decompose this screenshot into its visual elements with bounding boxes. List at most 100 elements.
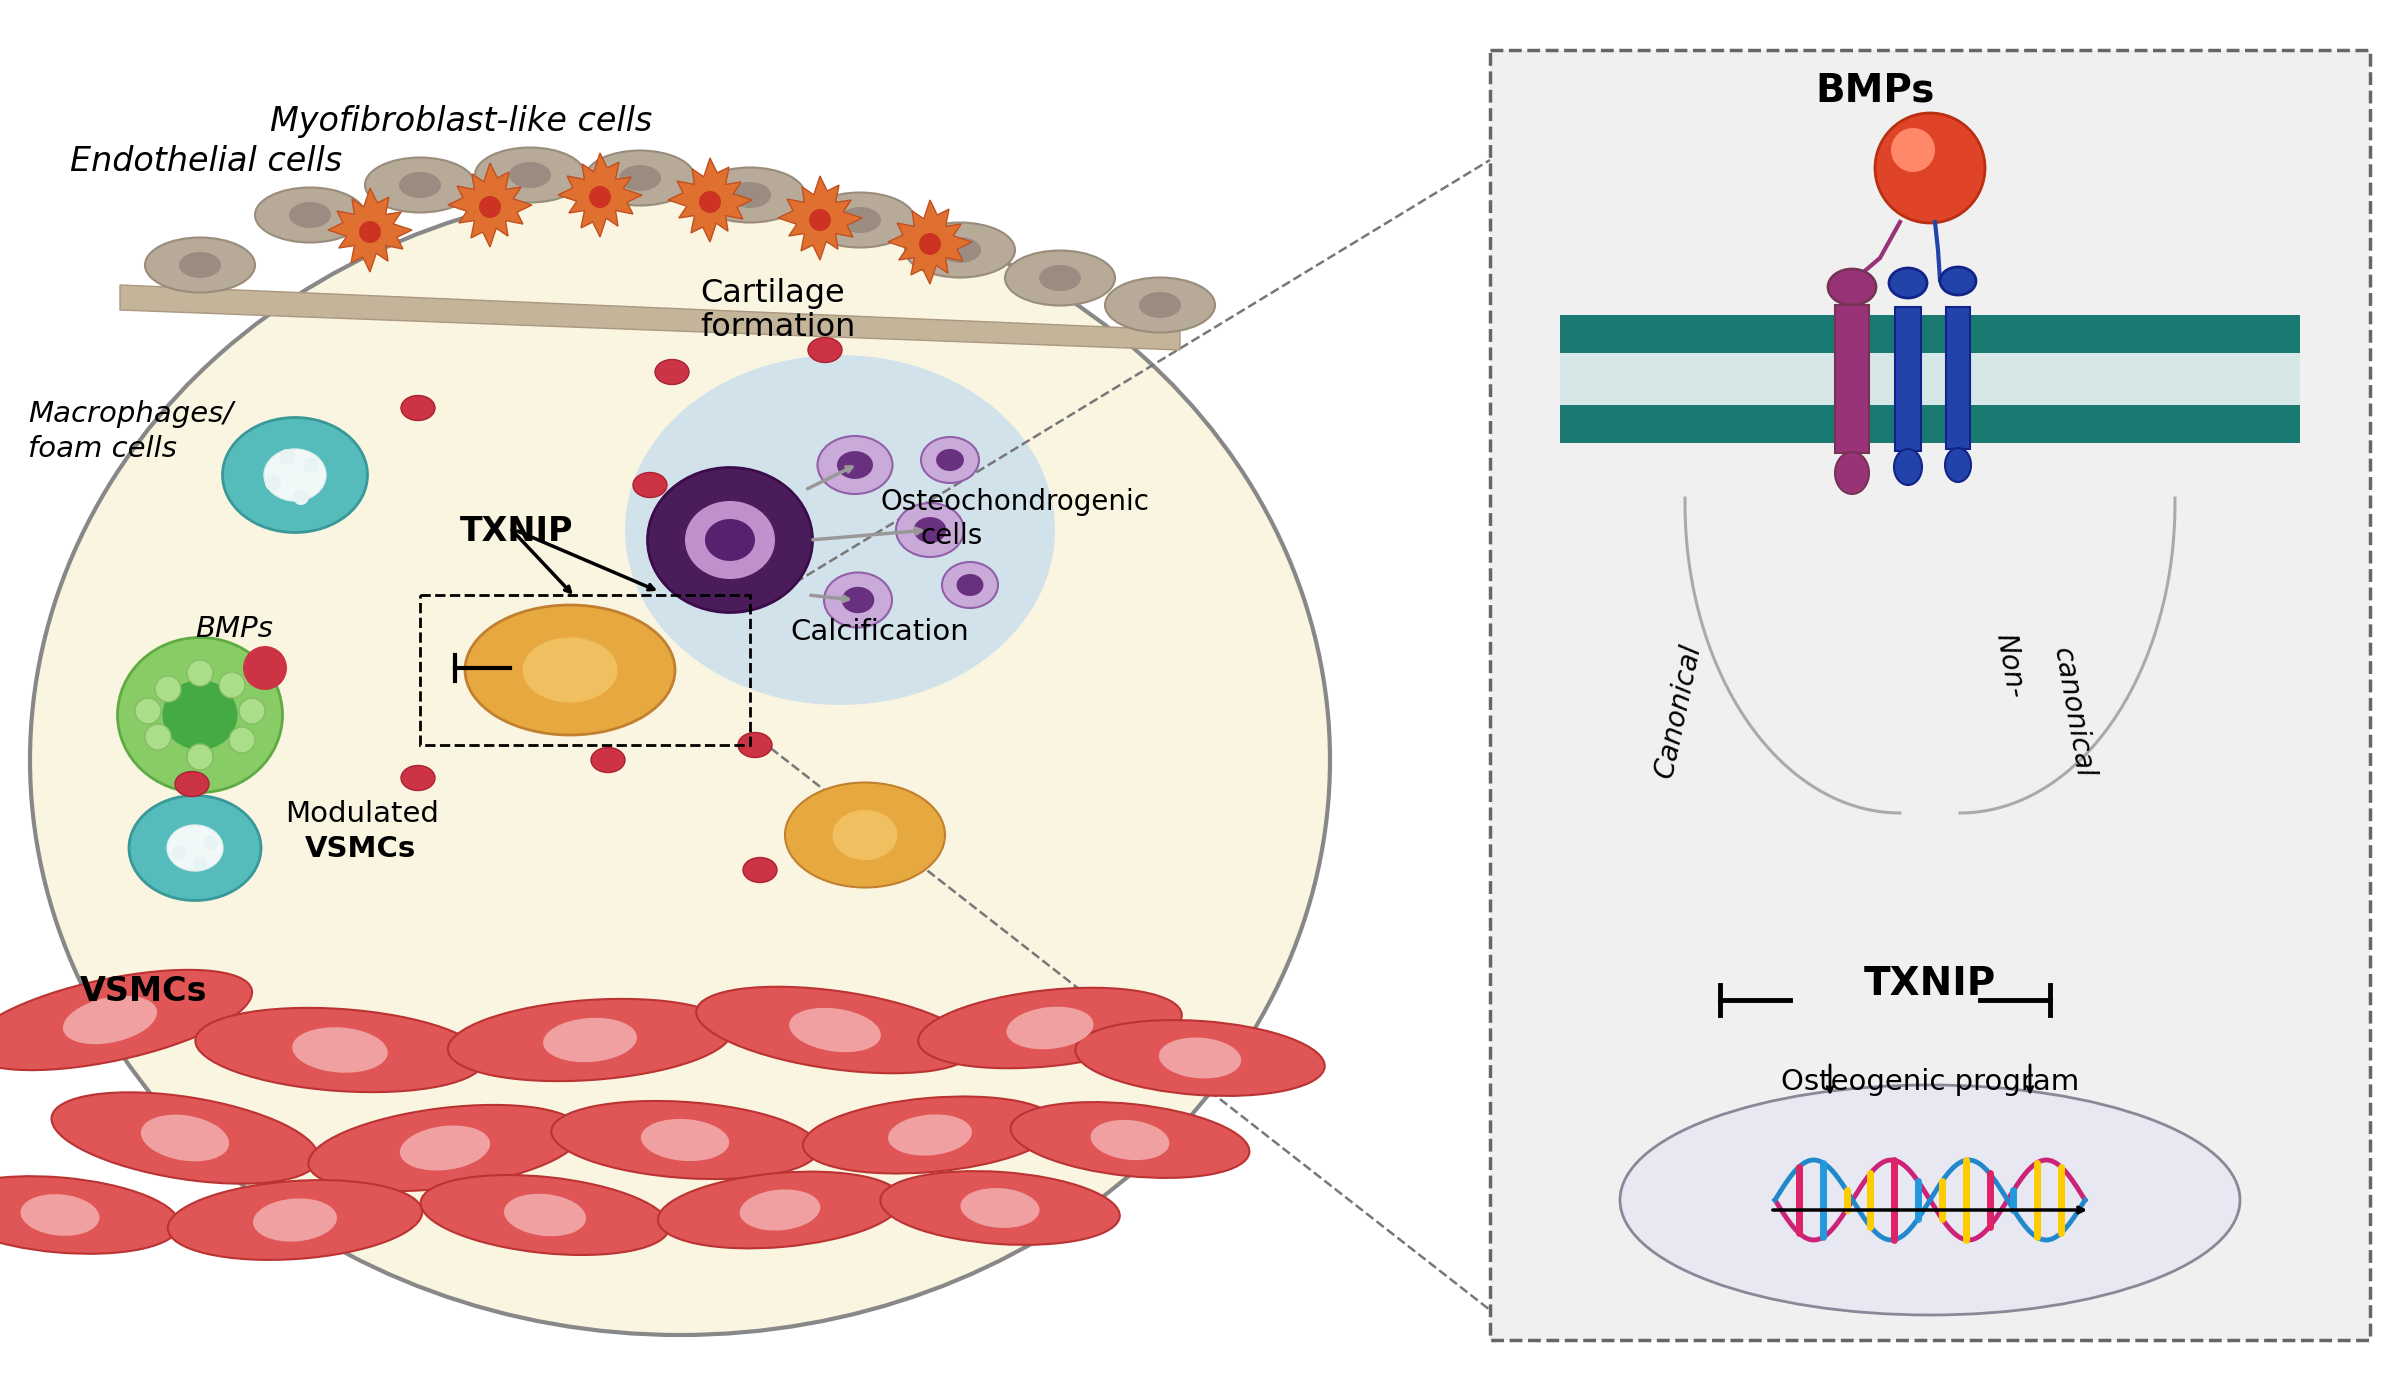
Ellipse shape: [1010, 1103, 1250, 1178]
Text: Modulated: Modulated: [286, 800, 439, 828]
Circle shape: [264, 474, 281, 491]
Ellipse shape: [590, 748, 624, 773]
Ellipse shape: [401, 1125, 490, 1171]
Circle shape: [134, 698, 161, 724]
Ellipse shape: [1090, 1119, 1169, 1160]
Ellipse shape: [130, 796, 262, 900]
Circle shape: [698, 191, 720, 214]
Circle shape: [293, 490, 310, 505]
Ellipse shape: [1006, 251, 1116, 305]
Ellipse shape: [449, 999, 732, 1080]
Ellipse shape: [696, 986, 974, 1074]
Ellipse shape: [648, 467, 814, 613]
Ellipse shape: [905, 222, 1015, 277]
Circle shape: [204, 836, 218, 850]
Ellipse shape: [293, 1028, 389, 1072]
Circle shape: [809, 209, 830, 232]
Polygon shape: [557, 153, 643, 237]
Ellipse shape: [1836, 452, 1870, 494]
Text: Osteochondrogenic: Osteochondrogenic: [881, 488, 1150, 516]
Bar: [1560, 354, 2299, 405]
Ellipse shape: [175, 771, 209, 796]
Bar: [1836, 305, 1870, 454]
Text: Cartilage: Cartilage: [701, 277, 845, 309]
Ellipse shape: [194, 1008, 485, 1092]
Ellipse shape: [706, 519, 756, 560]
Ellipse shape: [401, 395, 434, 420]
Ellipse shape: [29, 184, 1330, 1336]
Ellipse shape: [466, 605, 674, 735]
Polygon shape: [120, 284, 1181, 350]
Ellipse shape: [809, 337, 842, 362]
Ellipse shape: [624, 355, 1056, 705]
Ellipse shape: [804, 193, 914, 247]
Ellipse shape: [475, 147, 586, 203]
Ellipse shape: [914, 517, 946, 542]
Polygon shape: [329, 189, 413, 272]
Polygon shape: [449, 164, 533, 247]
Ellipse shape: [785, 782, 946, 888]
Ellipse shape: [936, 449, 965, 472]
Ellipse shape: [1620, 1085, 2239, 1315]
Ellipse shape: [790, 1008, 881, 1053]
Circle shape: [240, 698, 264, 724]
Ellipse shape: [1104, 277, 1214, 333]
Circle shape: [187, 743, 214, 770]
Circle shape: [1874, 112, 1985, 223]
Text: cells: cells: [919, 522, 982, 551]
Ellipse shape: [1075, 1019, 1325, 1096]
Circle shape: [187, 660, 214, 687]
Ellipse shape: [838, 451, 874, 479]
Ellipse shape: [1006, 1007, 1094, 1050]
Text: Endothelial cells: Endothelial cells: [70, 146, 343, 178]
Ellipse shape: [401, 766, 434, 791]
Bar: [1560, 405, 2299, 442]
Ellipse shape: [310, 1105, 581, 1191]
Ellipse shape: [739, 1190, 821, 1230]
Bar: [1896, 307, 1920, 451]
Text: formation: formation: [701, 312, 854, 343]
Ellipse shape: [823, 573, 893, 627]
Circle shape: [242, 646, 288, 689]
Text: Myofibroblast-like cells: Myofibroblast-like cells: [269, 105, 653, 137]
Ellipse shape: [62, 996, 156, 1044]
Ellipse shape: [163, 680, 238, 750]
Ellipse shape: [804, 1097, 1056, 1173]
Ellipse shape: [960, 1189, 1039, 1227]
Ellipse shape: [658, 1172, 902, 1248]
Bar: [1490, 50, 2371, 1340]
Circle shape: [156, 675, 180, 702]
Ellipse shape: [420, 1175, 670, 1255]
Ellipse shape: [504, 1194, 586, 1236]
Ellipse shape: [252, 1198, 336, 1241]
Ellipse shape: [0, 970, 252, 1071]
Ellipse shape: [730, 182, 770, 208]
Ellipse shape: [938, 237, 982, 264]
Ellipse shape: [941, 562, 998, 608]
Text: VSMCs: VSMCs: [305, 835, 415, 863]
Text: Osteogenic program: Osteogenic program: [1781, 1068, 2078, 1096]
Polygon shape: [888, 200, 972, 284]
Ellipse shape: [1039, 265, 1080, 291]
Ellipse shape: [523, 638, 617, 702]
Ellipse shape: [684, 501, 775, 578]
Ellipse shape: [398, 172, 442, 198]
Text: BMPs: BMPs: [194, 614, 274, 644]
Circle shape: [218, 671, 245, 698]
Circle shape: [228, 727, 254, 753]
Ellipse shape: [922, 437, 979, 483]
Ellipse shape: [254, 187, 365, 243]
Text: foam cells: foam cells: [29, 436, 178, 463]
Ellipse shape: [739, 732, 773, 757]
Circle shape: [360, 221, 382, 243]
Ellipse shape: [842, 587, 874, 613]
Circle shape: [173, 846, 187, 860]
Polygon shape: [778, 176, 862, 259]
Ellipse shape: [22, 1194, 98, 1236]
Ellipse shape: [919, 988, 1181, 1068]
Ellipse shape: [223, 417, 367, 533]
Ellipse shape: [641, 1119, 730, 1161]
Circle shape: [278, 449, 295, 465]
Text: TXNIP: TXNIP: [1865, 965, 1997, 1003]
Ellipse shape: [586, 151, 696, 205]
